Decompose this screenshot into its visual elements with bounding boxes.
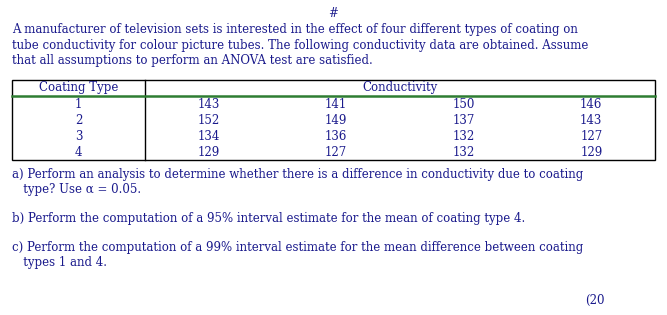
- Bar: [12, 80, 655, 160]
- Text: 143: 143: [197, 98, 220, 111]
- Text: 1: 1: [75, 98, 82, 111]
- Text: b) Perform the computation of a 95% interval estimate for the mean of coating ty: b) Perform the computation of a 95% inte…: [12, 212, 525, 225]
- Text: 136: 136: [325, 129, 348, 142]
- Text: 3: 3: [75, 129, 82, 142]
- Text: a) Perform an analysis to determine whether there is a difference in conductivit: a) Perform an analysis to determine whet…: [12, 168, 583, 181]
- Text: c) Perform the computation of a 99% interval estimate for the mean difference be: c) Perform the computation of a 99% inte…: [12, 240, 583, 254]
- Text: 146: 146: [580, 98, 602, 111]
- Text: 143: 143: [580, 113, 602, 127]
- Text: 127: 127: [325, 146, 348, 158]
- Text: #: #: [329, 7, 338, 20]
- Text: Coating Type: Coating Type: [39, 82, 118, 94]
- Text: 137: 137: [453, 113, 475, 127]
- Text: 134: 134: [197, 129, 220, 142]
- Text: type? Use α = 0.05.: type? Use α = 0.05.: [12, 184, 141, 197]
- Text: 132: 132: [453, 146, 475, 158]
- Text: 127: 127: [580, 129, 602, 142]
- Text: 129: 129: [197, 146, 220, 158]
- Text: (20: (20: [585, 294, 604, 307]
- Text: 132: 132: [453, 129, 475, 142]
- Text: 2: 2: [75, 113, 82, 127]
- Text: types 1 and 4.: types 1 and 4.: [12, 256, 107, 269]
- Text: that all assumptions to perform an ANOVA test are satisfied.: that all assumptions to perform an ANOVA…: [12, 54, 373, 67]
- Text: 149: 149: [325, 113, 348, 127]
- Text: 150: 150: [453, 98, 475, 111]
- Text: 129: 129: [580, 146, 602, 158]
- Text: Conductivity: Conductivity: [362, 82, 438, 94]
- Text: tube conductivity for colour picture tubes. The following conductivity data are : tube conductivity for colour picture tub…: [12, 38, 588, 51]
- Text: 141: 141: [325, 98, 348, 111]
- Text: 152: 152: [197, 113, 220, 127]
- Text: 4: 4: [75, 146, 82, 158]
- Text: A manufacturer of television sets is interested in the effect of four different : A manufacturer of television sets is int…: [12, 23, 578, 36]
